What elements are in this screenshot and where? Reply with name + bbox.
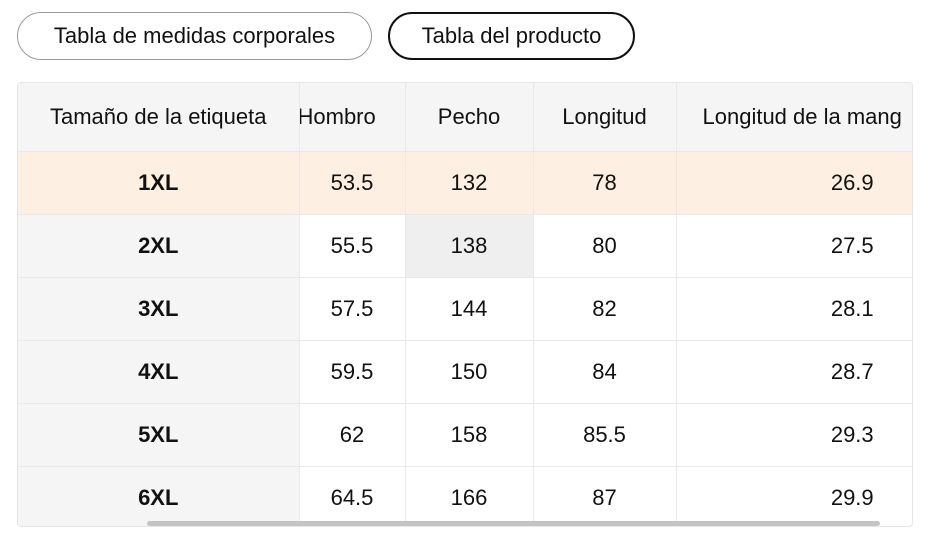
sleeve-cell: 27.5 — [676, 214, 912, 278]
table-row: 1XL 53.5 132 78 26.9 — [18, 151, 912, 215]
size-cell: 1XL — [18, 151, 300, 215]
shoulder-cell: 62 — [299, 403, 406, 467]
chest-cell: 138 — [405, 214, 534, 278]
header-shoulder: Hombro — [299, 83, 406, 152]
length-cell: 85.5 — [533, 403, 677, 467]
shoulder-cell: 64.5 — [299, 466, 406, 526]
shoulder-cell: 59.5 — [299, 340, 406, 404]
table-row: 4XL 59.5 150 84 28.7 — [18, 340, 912, 404]
tab-product-chart[interactable]: Tabla del producto — [388, 12, 635, 60]
header-tag-size: Tamaño de la etiqueta — [18, 83, 300, 152]
table-header-row: Tamaño de la etiqueta Hombro Pecho Longi… — [18, 83, 912, 152]
chest-cell: 166 — [405, 466, 534, 526]
header-sleeve-length: Longitud de la mang — [676, 83, 912, 152]
length-cell: 78 — [533, 151, 677, 215]
sleeve-cell: 29.3 — [676, 403, 912, 467]
length-cell: 82 — [533, 277, 677, 341]
sleeve-cell: 28.7 — [676, 340, 912, 404]
chest-cell: 158 — [405, 403, 534, 467]
chest-cell: 144 — [405, 277, 534, 341]
shoulder-cell: 57.5 — [299, 277, 406, 341]
shoulder-cell: 53.5 — [299, 151, 406, 215]
shoulder-cell: 55.5 — [299, 214, 406, 278]
sleeve-cell: 28.1 — [676, 277, 912, 341]
size-chart-tabs: Tabla de medidas corporales Tabla del pr… — [17, 12, 635, 60]
tab-body-measurements[interactable]: Tabla de medidas corporales — [17, 12, 372, 60]
sleeve-cell: 26.9 — [676, 151, 912, 215]
header-length: Longitud — [533, 83, 677, 152]
chest-cell: 132 — [405, 151, 534, 215]
chest-cell: 150 — [405, 340, 534, 404]
size-cell: 4XL — [18, 340, 300, 404]
table-row: 2XL 55.5 138 80 27.5 — [18, 214, 912, 278]
sleeve-cell: 29.9 — [830, 485, 874, 510]
size-table-container[interactable]: Tamaño de la etiqueta Hombro Pecho Longi… — [17, 82, 913, 527]
size-cell: 2XL — [18, 214, 300, 278]
horizontal-scrollbar[interactable] — [147, 521, 880, 526]
size-cell: 3XL — [18, 277, 300, 341]
size-cell: 5XL — [18, 403, 300, 467]
table-row: 6XL 64.5 166 87 29.9 — [18, 466, 912, 526]
table-row: 3XL 57.5 144 82 28.1 — [18, 277, 912, 341]
size-table: Tamaño de la etiqueta Hombro Pecho Longi… — [18, 83, 912, 526]
size-cell: 6XL — [18, 466, 300, 526]
length-cell: 84 — [533, 340, 677, 404]
header-chest: Pecho — [405, 83, 534, 152]
length-cell: 80 — [533, 214, 677, 278]
table-row: 5XL 62 158 85.5 29.3 — [18, 403, 912, 467]
length-cell: 87 — [533, 466, 677, 526]
